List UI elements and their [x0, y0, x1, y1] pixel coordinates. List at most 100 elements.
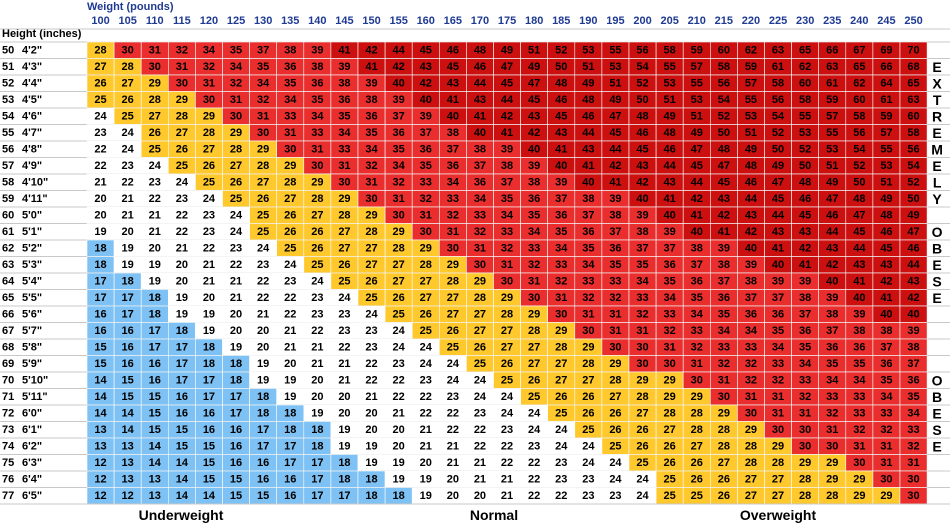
- bmi-value: 29: [474, 275, 486, 287]
- bmi-value: 44: [609, 143, 622, 155]
- bmi-value: 14: [176, 457, 189, 469]
- bmi-value: 46: [664, 143, 676, 155]
- bmi-value: 33: [853, 391, 865, 403]
- bmi-value: 39: [555, 176, 567, 188]
- bmi-value: 36: [907, 374, 919, 386]
- bmi-value: 36: [528, 193, 540, 205]
- bmi-value: 42: [636, 176, 648, 188]
- bmi-value: 20: [311, 391, 323, 403]
- bmi-value: 18: [311, 440, 323, 452]
- bmi-value: 15: [122, 374, 134, 386]
- bmi-value: 22: [257, 275, 269, 287]
- bmi-value: 52: [555, 44, 567, 56]
- bmi-value: 15: [257, 490, 269, 502]
- weight-tick-label: 230: [796, 15, 814, 27]
- height-feet-label: 5'3": [22, 259, 42, 271]
- bmi-value: 49: [582, 77, 594, 89]
- obese-side-label: E: [932, 257, 941, 273]
- bmi-value: 25: [664, 473, 676, 485]
- height-inches-label: 59: [2, 193, 14, 205]
- bmi-value: 37: [474, 160, 486, 172]
- bmi-value: 41: [799, 259, 811, 271]
- bmi-value: 27: [772, 490, 784, 502]
- bmi-value: 27: [691, 440, 703, 452]
- bmi-value: 40: [636, 193, 648, 205]
- bmi-value: 17: [284, 457, 296, 469]
- bmi-value: 33: [691, 325, 703, 337]
- bmi-value: 19: [393, 457, 405, 469]
- bmi-value: 53: [664, 77, 676, 89]
- bmi-value: 28: [149, 94, 161, 106]
- bmi-value: 28: [555, 341, 567, 353]
- bmi-value: 12: [122, 490, 134, 502]
- bmi-value: 21: [230, 275, 242, 287]
- bmi-value: 37: [799, 308, 811, 320]
- weight-tick-label: 170: [471, 15, 489, 27]
- bmi-value: 39: [907, 325, 919, 337]
- bmi-value: 47: [826, 193, 838, 205]
- bmi-value: 23: [528, 440, 540, 452]
- bmi-value: 37: [582, 209, 594, 221]
- bmi-value: 21: [447, 440, 459, 452]
- bmi-value: 35: [664, 275, 676, 287]
- bmi-value: 27: [420, 292, 432, 304]
- bmi-value: 38: [338, 77, 350, 89]
- bmi-value: 20: [365, 424, 377, 436]
- bmi-value: 49: [528, 61, 540, 73]
- bmi-value: 16: [176, 407, 188, 419]
- bmi-value: 28: [718, 440, 730, 452]
- bmi-value: 40: [393, 77, 405, 89]
- bmi-value: 19: [393, 473, 405, 485]
- bmi-value: 30: [176, 77, 188, 89]
- bmi-value: 22: [230, 259, 242, 271]
- bmi-value: 38: [582, 193, 594, 205]
- bmi-value: 36: [826, 341, 838, 353]
- bmi-value: 37: [447, 143, 459, 155]
- bmi-value: 27: [609, 391, 621, 403]
- bmi-value: 24: [149, 160, 162, 172]
- bmi-value: 17: [311, 490, 323, 502]
- bmi-value: 58: [799, 94, 811, 106]
- bmi-value: 27: [745, 473, 757, 485]
- bmi-value: 23: [474, 407, 486, 419]
- bmi-value: 28: [664, 407, 676, 419]
- bmi-value: 35: [393, 143, 405, 155]
- weight-tick-label: 220: [742, 15, 760, 27]
- bmi-value: 17: [176, 358, 188, 370]
- bmi-value: 33: [582, 275, 594, 287]
- bmi-value: 18: [338, 457, 350, 469]
- bmi-value: 29: [203, 110, 215, 122]
- bmi-value: 17: [94, 275, 106, 287]
- bmi-value: 25: [365, 292, 377, 304]
- bmi-value: 27: [94, 61, 106, 73]
- bmi-value: 41: [474, 110, 486, 122]
- bmi-value: 31: [501, 259, 513, 271]
- bmi-value: 29: [555, 325, 567, 337]
- bmi-value: 27: [664, 424, 676, 436]
- bmi-value: 23: [420, 374, 432, 386]
- bmi-value: 33: [284, 110, 296, 122]
- bmi-value: 35: [772, 325, 784, 337]
- bmi-value: 21: [365, 391, 377, 403]
- bmi-value: 30: [311, 160, 323, 172]
- bmi-value: 57: [745, 77, 757, 89]
- bmi-value: 26: [664, 440, 676, 452]
- bmi-value: 40: [691, 226, 703, 238]
- bmi-value: 30: [149, 61, 161, 73]
- bmi-value: 14: [176, 473, 189, 485]
- bmi-value: 20: [230, 325, 242, 337]
- weight-tick-label: 110: [146, 15, 164, 27]
- bmi-value: 30: [826, 440, 838, 452]
- bmi-value: 38: [907, 341, 919, 353]
- bmi-value: 26: [474, 341, 486, 353]
- bmi-value: 31: [474, 242, 486, 254]
- bmi-value: 18: [230, 358, 242, 370]
- bmi-value: 37: [907, 358, 919, 370]
- bmi-value: 15: [230, 473, 242, 485]
- bmi-value: 27: [718, 457, 730, 469]
- bmi-value: 27: [203, 143, 215, 155]
- bmi-value: 29: [691, 391, 703, 403]
- height-inches-label: 76: [2, 473, 14, 485]
- bmi-value: 18: [149, 308, 161, 320]
- obese-side-label: S: [932, 273, 941, 289]
